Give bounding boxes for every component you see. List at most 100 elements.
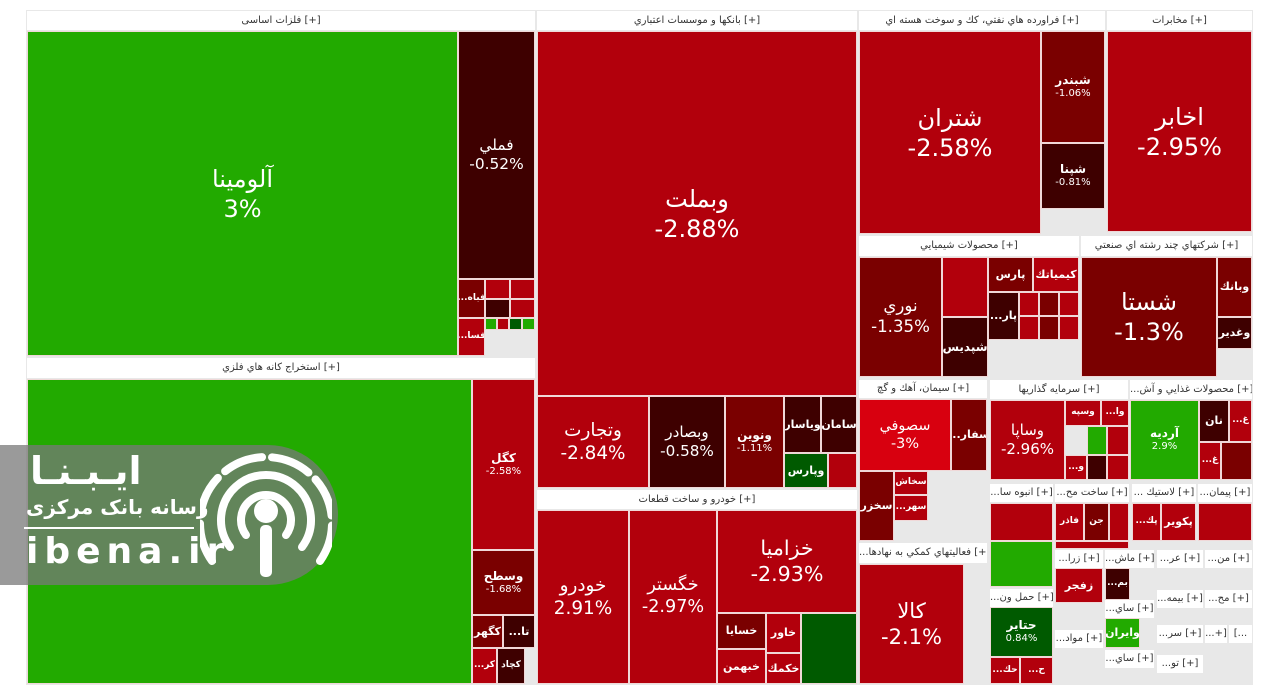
stock-tile[interactable] [1221,442,1252,480]
stock-tile-gh1[interactable]: ...غ [1229,400,1252,442]
stock-tile-akhaber[interactable]: اخابر -2.95% [1107,31,1252,232]
group-header-mining[interactable]: استخراج کانه هاي فلزي [+] [27,358,535,378]
group-header-food[interactable]: ...محصولات غذايي و آش [+] [1130,380,1252,399]
stock-tile-vsath[interactable]: وسطح -1.68% [472,550,535,615]
stock-tile-shasta[interactable]: شستا -1.3% [1081,257,1217,377]
stock-tile-vtejarat[interactable]: وتجارت -2.84% [537,396,649,488]
stock-tile[interactable] [1087,426,1107,455]
stock-tile[interactable] [1019,292,1039,316]
stock-tile-nouri[interactable]: نوري -1.35% [859,257,942,377]
group-header-constr[interactable]: ...ساخت مح [+] [1055,484,1129,502]
stock-tile-pak[interactable]: ...پك [1132,503,1161,541]
group-header-to[interactable]: ...تو [+] [1157,655,1203,673]
stock-tile-shetran[interactable]: شتران -2.58% [859,31,1041,234]
stock-tile-khsaipa[interactable]: خسايا [717,613,766,649]
stock-tile-khbahman[interactable]: خبهمن [717,649,766,684]
stock-tile-shpdis[interactable]: شپديس [942,317,988,377]
stock-tile[interactable] [509,318,522,330]
group-header-mat[interactable]: ...مواد [+] [1055,630,1103,648]
stock-tile-saman[interactable]: سامان [821,396,857,453]
stock-tile[interactable] [1019,316,1039,340]
stock-tile-ssoufi[interactable]: سصوفي -3% [859,399,951,471]
stock-tile-haml1[interactable]: حتاير 0.84% [990,607,1053,657]
stock-tile-alumina[interactable]: آلومينا 3% [27,31,458,356]
stock-tile-chem2[interactable] [942,257,988,317]
stock-tile[interactable] [1039,316,1059,340]
stock-tile-khkamak[interactable]: خكمك [766,653,801,684]
stock-tile-vpars[interactable]: وپارس [784,453,828,488]
group-header-transport[interactable]: ...حمل ون [+] [990,589,1053,607]
stock-tile-sfar[interactable]: ...سفار [951,399,987,471]
stock-tile[interactable] [497,318,509,330]
stock-tile-peyman1[interactable] [1198,503,1252,541]
group-header-chem[interactable]: محصولات شيميايي [+] [859,236,1079,256]
stock-tile[interactable] [1087,455,1107,480]
stock-tile-kr[interactable]: ...كر [472,648,497,684]
stock-tile-shahr[interactable]: ...سهر [894,495,928,521]
stock-tile-jam[interactable]: جن [1084,503,1109,541]
stock-tile-ardiye[interactable]: آرديه 2.9% [1130,400,1199,480]
stock-tile-fameli[interactable]: فملي -0.52% [458,31,535,279]
stock-tile-vbmellat[interactable]: وبملت -2.88% [537,31,857,396]
stock-tile-pars[interactable]: پارس [988,257,1033,292]
stock-tile[interactable] [485,299,510,318]
stock-tile[interactable] [801,613,857,684]
group-header-sr[interactable]: ...سر [+] [1157,625,1203,643]
stock-tile-va[interactable]: ...وا [1101,400,1129,426]
group-header-rubber[interactable]: ... لاستيك [+] [1132,484,1196,502]
stock-tile[interactable] [1059,316,1079,340]
group-header-sai2[interactable]: ...ساي [+] [1105,650,1154,668]
group-header-ins[interactable]: ...بيمه [+] [1157,590,1203,608]
stock-tile[interactable] [1107,426,1129,455]
group-header-mach[interactable]: ...ماش [+] [1105,550,1154,568]
stock-tile[interactable] [522,318,535,330]
group-header-cement[interactable]: سيمان، آهك و گچ [+] [859,380,987,398]
stock-tile-fbah[interactable]: ...فباه [458,279,485,318]
stock-tile[interactable] [1107,455,1129,480]
stock-tile-fater[interactable]: فاذر [1055,503,1084,541]
stock-tile[interactable] [828,453,857,488]
stock-tile-kchad[interactable]: كچاد [497,648,525,684]
stock-tile-zfajr[interactable]: زفجر [1055,568,1103,603]
stock-tile-hal[interactable]: ...حك [990,657,1020,684]
stock-tile-khgostar[interactable]: خگستر -2.97% [629,510,717,684]
group-header-auto[interactable]: خودرو و ساخت قطعات [+] [537,490,857,509]
group-header-contract[interactable]: ...پيمان [+] [1198,484,1252,502]
group-header-mass[interactable]: ...انبوه سا [+] [990,484,1053,502]
stock-tile-mass1[interactable] [990,503,1053,541]
group-header-other1[interactable]: ...من [+] [1205,550,1252,568]
stock-tile-kala[interactable]: كالا -2.1% [859,564,964,684]
stock-tile-vbank[interactable]: وبانك [1217,257,1252,317]
stock-tile[interactable] [510,279,535,299]
stock-tile-vsepah[interactable]: وسپه [1065,400,1101,426]
stock-tile-kgohar[interactable]: كگهر [472,615,503,648]
group-header-invest[interactable]: سرمايه گذاريها [+] [990,380,1128,399]
stock-tile-vghadir[interactable]: وغدير [1217,317,1252,349]
stock-tile[interactable] [990,541,1053,587]
group-header-telecom[interactable]: مخابرات [+] [1107,11,1252,30]
stock-tile-vo[interactable]: ...و [1065,455,1087,480]
group-header-multi[interactable]: شرکتهاي چند رشته اي صنعتي [+] [1081,236,1252,256]
group-header-support[interactable]: ...فعاليتهاي كمكي به نهادها [+] [859,543,987,563]
stock-tile[interactable] [1055,541,1129,549]
stock-tile[interactable] [1059,292,1079,316]
stock-tile-vnovin[interactable]: ونوين -1.11% [725,396,784,488]
group-header-dots[interactable]: [... [1229,625,1252,643]
stock-tile-gh2[interactable]: ...غ [1199,442,1221,480]
stock-tile-khodro[interactable]: خودرو 2.91% [537,510,629,684]
stock-tile-shbandar[interactable]: شبندر -1.06% [1041,31,1105,143]
group-header-oil[interactable]: فراورده هاي نفتي، كك و سوخت هسته اي [+] [859,11,1105,30]
stock-tile[interactable] [485,279,510,299]
stock-tile-khzamia[interactable]: خزاميا -2.93% [717,510,857,613]
stock-tile-shpna[interactable]: شپنا -0.81% [1041,143,1105,209]
stock-tile-khavar[interactable]: خاور [766,613,801,653]
stock-tile-pakavir[interactable]: پكوير [1161,503,1196,541]
stock-tile-bam[interactable]: ...بم [1105,568,1130,600]
stock-tile-ta[interactable]: ...تا [503,615,535,648]
group-header-retail[interactable]: ...عر [+] [1157,550,1203,568]
stock-tile-vsapa[interactable]: وساپا -2.96% [990,400,1065,480]
group-header-banks[interactable]: بانکها و موسسات اعتباري [+] [537,11,857,30]
stock-tile[interactable] [485,318,497,330]
stock-tile-h2[interactable]: ...ح [1020,657,1053,684]
stock-tile-vyasar[interactable]: وياسار [784,396,821,453]
